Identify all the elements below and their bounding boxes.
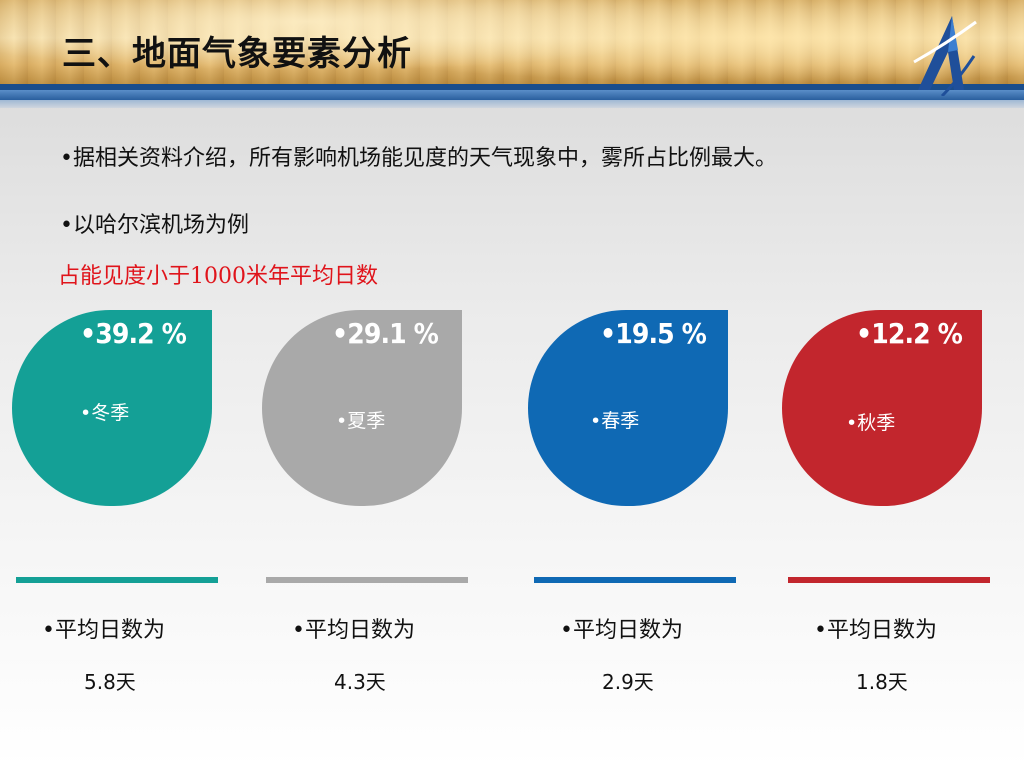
percent-value: •39.2 % — [80, 317, 187, 350]
average-days-value: 2.9天 — [602, 670, 654, 694]
average-days-label: •平均日数为 — [292, 618, 415, 643]
teardrop-shape — [782, 310, 982, 506]
airline-a-logo-icon — [913, 16, 977, 96]
example-bullet: •以哈尔滨机场为例 — [60, 213, 249, 238]
section-subtitle: 占能见度小于1000米年平均日数 — [58, 264, 378, 289]
percent-value: •12.2 % — [856, 317, 963, 350]
intro-bullet: •据相关资料介绍，所有影响机场能见度的天气现象中，雾所占比例最大。 — [60, 146, 777, 171]
header-stripe-blue — [0, 90, 1024, 100]
divider-line-winter — [16, 577, 218, 583]
header-banner: 三、地面气象要素分析 — [0, 0, 1024, 108]
season-label: •秋季 — [846, 412, 896, 434]
divider-line-summer — [266, 577, 468, 583]
teardrop-shape — [528, 310, 728, 506]
average-days-label: •平均日数为 — [560, 618, 683, 643]
average-days-value: 1.8天 — [856, 670, 908, 694]
slide-title: 三、地面气象要素分析 — [62, 34, 412, 74]
divider-line-autumn — [788, 577, 990, 583]
season-card-winter: •39.2 % •冬季 — [12, 310, 212, 506]
percent-value: •29.1 % — [332, 317, 439, 350]
season-label: •春季 — [590, 410, 640, 432]
teardrop-shape — [262, 310, 462, 506]
season-card-autumn: •12.2 % •秋季 — [782, 310, 982, 506]
average-days-value: 4.3天 — [334, 670, 386, 694]
season-card-spring: •19.5 % •春季 — [528, 310, 728, 506]
percent-value: •19.5 % — [600, 317, 707, 350]
header-stripe-dark — [0, 84, 1024, 90]
average-days-label: •平均日数为 — [814, 618, 937, 643]
season-card-summer: •29.1 % •夏季 — [262, 310, 462, 506]
divider-line-spring — [534, 577, 736, 583]
header-stripe-light — [0, 100, 1024, 108]
average-days-label: •平均日数为 — [42, 618, 165, 643]
teardrop-shape — [12, 310, 212, 506]
season-label: •夏季 — [336, 410, 386, 432]
season-label: •冬季 — [80, 402, 130, 424]
average-days-value: 5.8天 — [84, 670, 136, 694]
